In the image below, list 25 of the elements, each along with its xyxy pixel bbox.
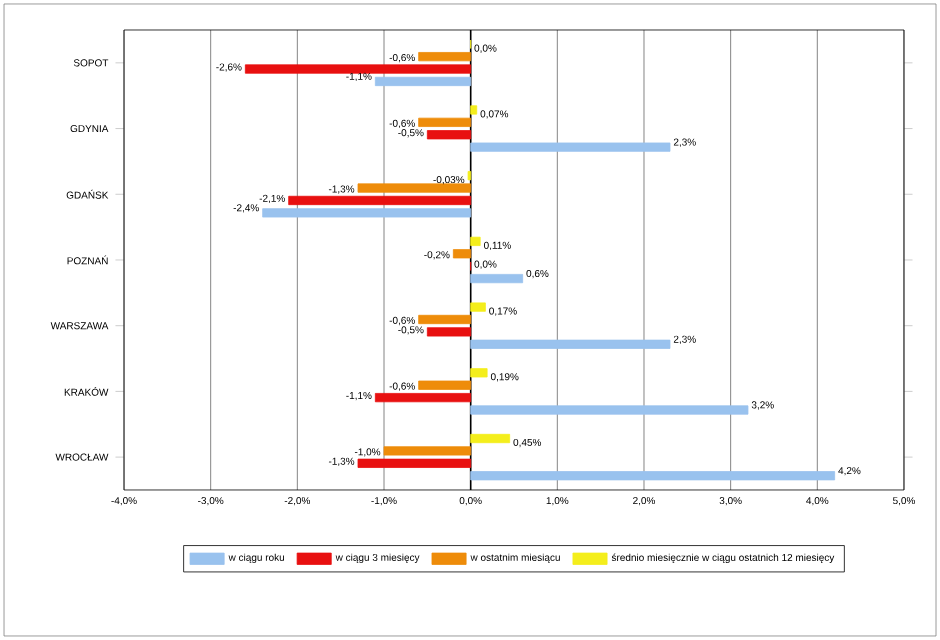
bar	[288, 195, 472, 206]
bar	[470, 273, 524, 284]
bar	[470, 368, 488, 378]
bar	[470, 405, 749, 415]
bar	[374, 393, 472, 403]
bar	[470, 236, 481, 246]
bar	[374, 76, 472, 87]
bar	[470, 471, 836, 481]
bar	[418, 117, 472, 127]
bar	[383, 446, 472, 456]
bar	[470, 105, 478, 115]
bar	[262, 208, 472, 218]
bar	[418, 380, 472, 390]
bar	[452, 249, 472, 259]
bar	[418, 314, 472, 325]
bar	[357, 458, 472, 468]
bar	[426, 327, 472, 337]
bar	[470, 433, 511, 444]
bar	[470, 302, 486, 312]
bar	[426, 130, 472, 140]
bar	[418, 52, 472, 62]
bar	[244, 64, 472, 74]
bar	[470, 339, 671, 349]
bar	[357, 183, 472, 193]
bar	[470, 142, 671, 152]
